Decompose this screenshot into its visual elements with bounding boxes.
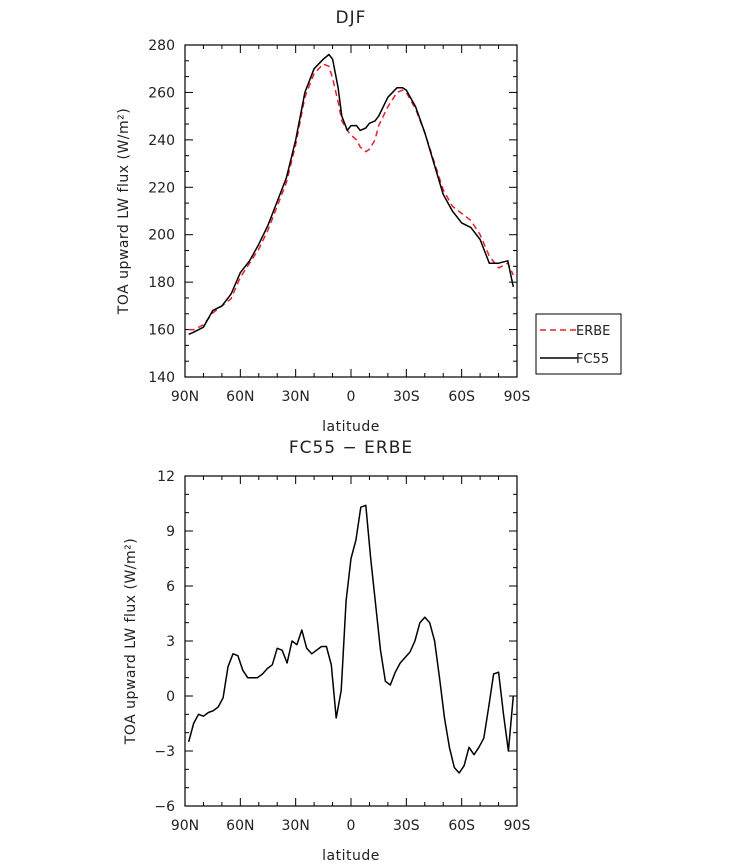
x-tick-label: 90S (504, 818, 531, 834)
x-tick-label: 60S (448, 818, 475, 834)
x-tick-label: 30S (393, 389, 420, 405)
chart-title: FC55 − ERBE (289, 438, 413, 458)
y-tick-label: 6 (166, 579, 175, 595)
x-tick-label: 90S (504, 389, 531, 405)
x-tick-label: 0 (347, 818, 356, 834)
y-tick-label: 9 (166, 524, 175, 540)
x-tick-label: 30N (282, 818, 310, 834)
legend: ERBE FC55 (535, 313, 622, 375)
y-tick-label: −3 (154, 744, 175, 760)
x-tick-label: 90N (171, 389, 199, 405)
legend-label-erbe: ERBE (576, 324, 610, 339)
chart-difference: FC55 − ERBE 90N 60N 30N 0 30S 60S 90S −6−30369… (123, 438, 530, 864)
y-axis-label: TOA upward LW flux (W/m²) (116, 108, 132, 315)
x-tick-label: 0 (347, 389, 356, 405)
series-line-difference (187, 504, 515, 774)
legend-label-fc55: FC55 (576, 352, 609, 367)
y-axis-label: TOA upward LW flux (W/m²) (123, 538, 139, 745)
x-tick-label: 60S (448, 389, 475, 405)
y-tick-label: 12 (157, 469, 175, 485)
y-tick-label: −6 (154, 799, 175, 815)
y-tick-label: 220 (148, 180, 175, 196)
series-layer (187, 504, 515, 774)
series-layer (188, 53, 515, 335)
legend-box (535, 313, 622, 375)
x-tick-label: 30S (393, 818, 420, 834)
y-tick-label: 160 (148, 323, 175, 339)
series-line-erbe (188, 63, 514, 331)
x-ticks: 90N 60N 30N 0 30S 60S 90S (171, 476, 531, 834)
y-tick-label: 260 (148, 85, 175, 101)
y-ticks: −6 −3 0 3 6 9 12 (154, 469, 517, 815)
chart-djf: DJF 90N 60N 30N 0 30S 60S 90S 140 160 180 200 220 2… (116, 8, 622, 435)
y-ticks: 140 160 180 200 220 240 260 280 (148, 38, 517, 386)
y-tick-label: 3 (166, 634, 175, 650)
y-tick-label: 240 (148, 133, 175, 149)
x-axis-label: latitude (322, 419, 380, 435)
x-ticks: 90N 60N 30N 0 30S 60S 90S (171, 45, 531, 405)
x-tick-label: 60N (226, 818, 254, 834)
y-tick-label: 140 (148, 370, 175, 386)
plot-frame (184, 44, 518, 378)
y-tick-label: 200 (148, 228, 175, 244)
y-tick-label: 0 (166, 689, 175, 705)
x-axis-label: latitude (322, 848, 380, 864)
x-tick-label: 30N (282, 389, 310, 405)
series-line-fc55 (188, 53, 515, 335)
y-tick-label: 280 (148, 38, 175, 54)
y-tick-label: 180 (148, 275, 175, 291)
x-tick-label: 60N (226, 389, 254, 405)
x-tick-label: 90N (171, 818, 199, 834)
chart-title: DJF (336, 8, 367, 28)
